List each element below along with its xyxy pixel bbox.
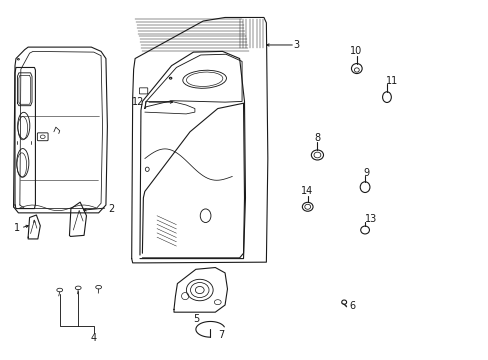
Text: 14: 14 bbox=[300, 186, 312, 197]
Text: 1: 1 bbox=[14, 223, 20, 233]
Text: 2: 2 bbox=[108, 203, 114, 213]
Text: 5: 5 bbox=[192, 314, 199, 324]
Text: b: b bbox=[33, 220, 35, 224]
Text: 11: 11 bbox=[385, 76, 397, 86]
Text: 12: 12 bbox=[132, 97, 144, 107]
Text: 4: 4 bbox=[90, 333, 97, 343]
Text: 9: 9 bbox=[363, 168, 369, 178]
Text: 10: 10 bbox=[349, 46, 362, 56]
Text: 3: 3 bbox=[292, 40, 299, 50]
Text: 8: 8 bbox=[314, 133, 320, 143]
Text: 13: 13 bbox=[365, 213, 377, 224]
Text: 7: 7 bbox=[217, 330, 224, 341]
Text: 6: 6 bbox=[348, 301, 354, 311]
